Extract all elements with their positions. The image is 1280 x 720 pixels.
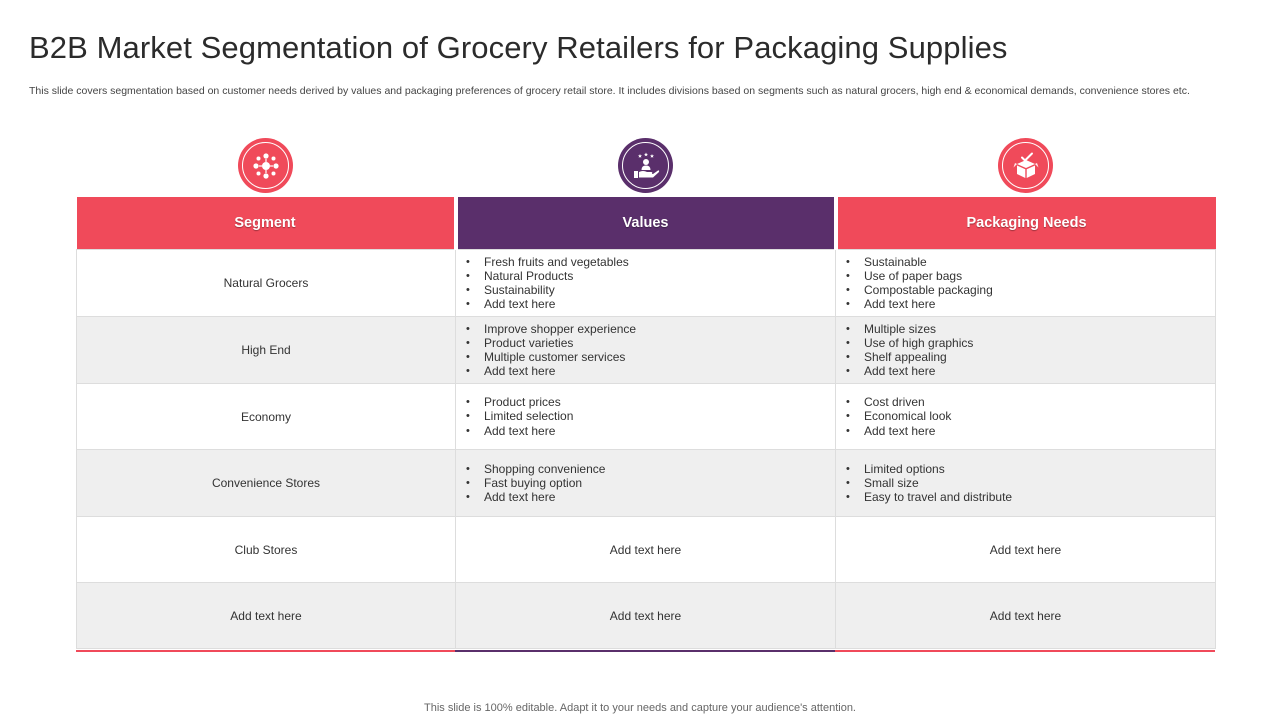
- list-item: Product prices: [466, 395, 835, 409]
- list-item: Add text here: [466, 297, 835, 311]
- packaging-cell: Add text here: [835, 582, 1216, 649]
- values-cell: Add text here: [455, 582, 836, 649]
- segmentation-table: Segment Values Packaging Needs Natural G…: [76, 197, 1216, 649]
- segment-cell: High End: [76, 316, 456, 384]
- page-subtitle: This slide covers segmentation based on …: [29, 85, 1190, 97]
- table-row: Club Stores Add text here Add text here: [76, 516, 1216, 583]
- table-row: Convenience Stores Shopping convenience …: [76, 449, 1216, 517]
- list-item: Add text here: [846, 424, 1215, 438]
- page-title: B2B Market Segmentation of Grocery Retai…: [29, 30, 1008, 65]
- hand-with-person-icon: [633, 152, 659, 178]
- header-segment: Segment: [76, 197, 456, 250]
- packaging-list: Multiple sizes Use of high graphics Shel…: [836, 322, 1215, 379]
- list-item: Cost driven: [846, 395, 1215, 409]
- values-cell: Shopping convenience Fast buying option …: [455, 449, 836, 517]
- packaging-cell: Cost driven Economical look Add text her…: [835, 383, 1216, 450]
- list-item: Multiple sizes: [846, 322, 1215, 336]
- packaging-column-icon: [998, 138, 1053, 193]
- values-list: Fresh fruits and vegetables Natural Prod…: [456, 255, 835, 312]
- header-values: Values: [453, 197, 836, 250]
- packaging-cell: Multiple sizes Use of high graphics Shel…: [835, 316, 1216, 384]
- list-item: Improve shopper experience: [466, 322, 835, 336]
- segment-bottom-accent: [76, 650, 455, 652]
- values-cell: Product prices Limited selection Add tex…: [455, 383, 836, 450]
- box-checkmark-icon: [1013, 152, 1038, 178]
- list-item: Add text here: [846, 297, 1215, 311]
- values-list: Improve shopper experience Product varie…: [456, 322, 835, 379]
- segment-column-icon: [238, 138, 293, 193]
- list-item: Limited options: [846, 462, 1215, 476]
- people-network-icon: [252, 152, 279, 179]
- list-item: Use of paper bags: [846, 269, 1215, 283]
- segment-cell: Convenience Stores: [76, 449, 456, 517]
- header-packaging-needs: Packaging Needs: [833, 197, 1216, 250]
- segment-cell: Add text here: [76, 582, 456, 649]
- list-item: Add text here: [466, 424, 835, 438]
- list-item: Shopping convenience: [466, 462, 835, 476]
- list-item: Add text here: [466, 364, 835, 378]
- list-item: Fresh fruits and vegetables: [466, 255, 835, 269]
- list-item: Sustainable: [846, 255, 1215, 269]
- packaging-list: Limited options Small size Easy to trave…: [836, 462, 1215, 505]
- list-item: Multiple customer services: [466, 350, 835, 364]
- table-row: Add text here Add text here Add text her…: [76, 582, 1216, 649]
- values-cell: Add text here: [455, 516, 836, 583]
- list-item: Natural Products: [466, 269, 835, 283]
- list-item: Add text here: [846, 364, 1215, 378]
- table-row: Natural Grocers Fresh fruits and vegetab…: [76, 249, 1216, 317]
- table-row: High End Improve shopper experience Prod…: [76, 316, 1216, 384]
- list-item: Small size: [846, 476, 1215, 490]
- list-item: Compostable packaging: [846, 283, 1215, 297]
- values-cell: Improve shopper experience Product varie…: [455, 316, 836, 384]
- segment-cell: Club Stores: [76, 516, 456, 583]
- list-item: Economical look: [846, 409, 1215, 423]
- packaging-cell: Add text here: [835, 516, 1216, 583]
- packaging-bottom-accent: [835, 650, 1215, 652]
- packaging-list: Sustainable Use of paper bags Compostabl…: [836, 255, 1215, 312]
- values-list: Product prices Limited selection Add tex…: [456, 395, 835, 438]
- packaging-cell: Limited options Small size Easy to trave…: [835, 449, 1216, 517]
- footer-note: This slide is 100% editable. Adapt it to…: [424, 702, 856, 714]
- packaging-list: Cost driven Economical look Add text her…: [836, 395, 1215, 438]
- packaging-cell: Sustainable Use of paper bags Compostabl…: [835, 249, 1216, 317]
- list-item: Limited selection: [466, 409, 835, 423]
- list-item: Fast buying option: [466, 476, 835, 490]
- table-header-row: Segment Values Packaging Needs: [76, 197, 1216, 250]
- list-item: Easy to travel and distribute: [846, 490, 1215, 504]
- values-cell: Fresh fruits and vegetables Natural Prod…: [455, 249, 836, 317]
- list-item: Product varieties: [466, 336, 835, 350]
- segment-cell: Economy: [76, 383, 456, 450]
- segment-cell: Natural Grocers: [76, 249, 456, 317]
- list-item: Add text here: [466, 490, 835, 504]
- values-bottom-accent: [455, 650, 835, 652]
- values-column-icon: [618, 138, 673, 193]
- table-row: Economy Product prices Limited selection…: [76, 383, 1216, 450]
- values-list: Shopping convenience Fast buying option …: [456, 462, 835, 505]
- list-item: Use of high graphics: [846, 336, 1215, 350]
- list-item: Shelf appealing: [846, 350, 1215, 364]
- list-item: Sustainability: [466, 283, 835, 297]
